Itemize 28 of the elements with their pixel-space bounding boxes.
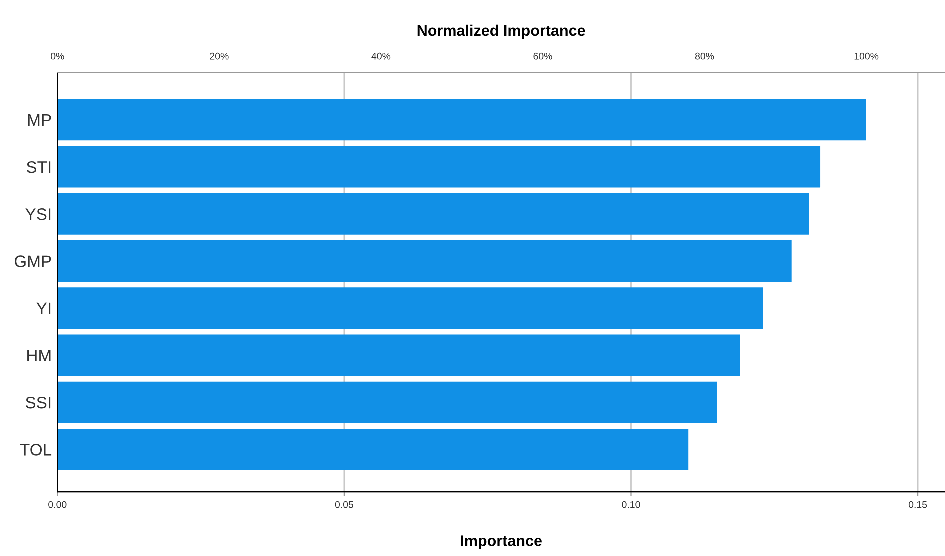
- x-tick-label: 0.00: [48, 501, 67, 508]
- y-tick-label: STI: [26, 161, 51, 174]
- x2-tick-label: 80%: [695, 52, 714, 60]
- y-tick-label: MP: [28, 114, 52, 126]
- bar: [58, 193, 810, 235]
- y-tick-label: YI: [36, 302, 51, 314]
- y-tick-label: TOL: [20, 444, 52, 456]
- x2-tick-label: 20%: [210, 52, 229, 60]
- y-tick-label: YSI: [26, 208, 51, 220]
- y-tick-label: GMP: [14, 256, 52, 268]
- bar: [58, 288, 764, 330]
- bar: [58, 240, 792, 282]
- bar: [58, 146, 821, 188]
- bar: [58, 382, 718, 424]
- x-tick-label: 0.15: [908, 501, 928, 508]
- x-axis-title: Importance: [461, 536, 542, 550]
- x2-tick-label: 0%: [51, 52, 64, 60]
- bar: [58, 99, 866, 141]
- x2-tick-label: 60%: [534, 52, 552, 60]
- x2-tick-label: 100%: [854, 52, 879, 60]
- x-tick-label: 0.05: [335, 501, 354, 508]
- x2-axis-title: Normalized Importance: [418, 24, 586, 40]
- bar: [58, 334, 740, 376]
- bar: [58, 428, 689, 470]
- x-tick-label: 0.10: [622, 501, 640, 508]
- x2-tick-label: 40%: [372, 52, 391, 60]
- y-tick-label: HM: [28, 350, 51, 362]
- y-tick-label: SSI: [26, 396, 51, 409]
